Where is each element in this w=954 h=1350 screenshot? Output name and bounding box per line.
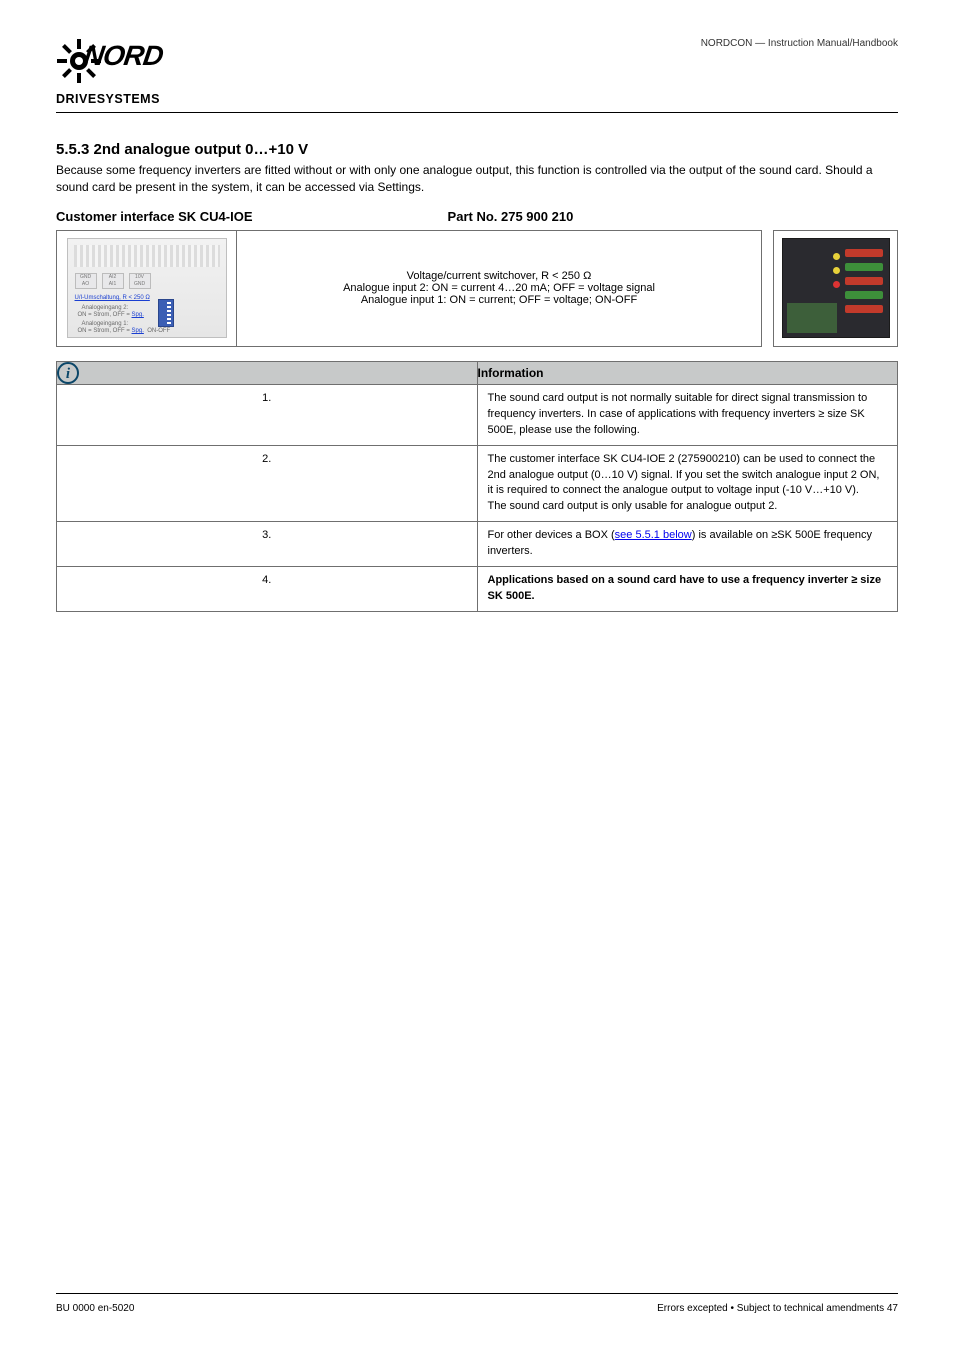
cu4-diagram: GNDAO AI2AI1 10VGND U/I-Umschaltung, R <…: [67, 238, 227, 338]
desc-line1-text: Voltage/current switchover, R < 250: [407, 270, 583, 282]
info-bullet-3: For other devices a BOX (see 5.5.1 below…: [477, 522, 898, 567]
interface-table: GNDAO AI2AI1 10VGND U/I-Umschaltung, R <…: [56, 230, 898, 347]
brand-subtitle: DRIVESYSTEMS: [56, 92, 898, 106]
brand-name: NORD: [82, 40, 165, 72]
cu4-terminal-block: GNDAO: [75, 273, 97, 289]
info-icon-cell: i: [57, 361, 478, 384]
page-doc-title: NORDCON — Instruction Manual/Handbook: [701, 38, 898, 49]
footer-right: Errors excepted • Subject to technical a…: [657, 1303, 898, 1314]
info-anchor[interactable]: see 5.5.1 below: [615, 529, 692, 541]
desc-line1: Voltage/current switchover, R < 250 Ω: [245, 270, 753, 282]
info-bullet-2a: The customer interface SK CU4-IOE 2 (275…: [488, 453, 880, 497]
device-photo: [782, 238, 890, 338]
subsection-heading: Customer interface SK CU4-IOE Part No. 2…: [56, 209, 898, 224]
ohm-symbol: Ω: [583, 270, 591, 282]
info-heading: Information: [477, 361, 898, 384]
info-bullet-1: The sound card output is not normally su…: [477, 384, 898, 445]
info-bullet-2: The customer interface SK CU4-IOE 2 (275…: [477, 445, 898, 522]
info-bullet-4-num: 4.: [57, 567, 478, 612]
desc-line2: Analogue input 2: ON = current 4…20 mA; …: [245, 282, 753, 294]
info-bullet-2b: The sound card output is only usable for…: [488, 500, 778, 512]
info-icon: i: [57, 362, 79, 384]
info-bullet-1-num: 1.: [57, 384, 478, 445]
section-heading: 5.5.3 2nd analogue output 0…+10 V: [56, 141, 898, 158]
cu4-caption-1b: ON = Strom, OFF = Spg. ON-OFF: [78, 328, 171, 334]
cu4-terminal-block: 10VGND: [129, 273, 151, 289]
subsection-title: Customer interface SK CU4-IOE: [56, 209, 253, 224]
information-table: i Information 1. The sound card output i…: [56, 361, 898, 612]
cu4-caption-2b: ON = Strom, OFF = Spg.: [78, 312, 144, 318]
device-photo-cell: [774, 230, 898, 346]
footer-left: BU 0000 en-5020: [56, 1303, 134, 1314]
page-footer: BU 0000 en-5020 Errors excepted • Subjec…: [56, 1303, 898, 1314]
info-bullet-4: Applications based on a sound card have …: [477, 567, 898, 612]
cu4-dipswitch: [158, 299, 174, 327]
cu4-caption-1a: Analogeingang 1:: [82, 321, 129, 327]
info-bullet-3-num: 3.: [57, 522, 478, 567]
cu4-terminal-block: AI2AI1: [102, 273, 124, 289]
diagram-cell: GNDAO AI2AI1 10VGND U/I-Umschaltung, R <…: [57, 230, 237, 346]
cu4-caption-2a: Analogeingang 2:: [82, 305, 129, 311]
info-bullet-3a: For other devices a BOX (: [488, 529, 615, 541]
info-bullet-2-num: 2.: [57, 445, 478, 522]
description-cell: Voltage/current switchover, R < 250 Ω An…: [237, 230, 762, 346]
info-bullet-4-bold: Applications based on a sound card have …: [488, 574, 882, 602]
header-rule: [56, 112, 898, 113]
section-body: Because some frequency inverters are fit…: [56, 162, 898, 197]
subsection-partno: Part No. 275 900 210: [448, 209, 574, 224]
footer-rule: [56, 1293, 898, 1294]
desc-line3: Analogue input 1: ON = current; OFF = vo…: [245, 294, 753, 306]
cu4-caption-switch: U/I-Umschaltung, R < 250 Ω: [75, 295, 150, 301]
